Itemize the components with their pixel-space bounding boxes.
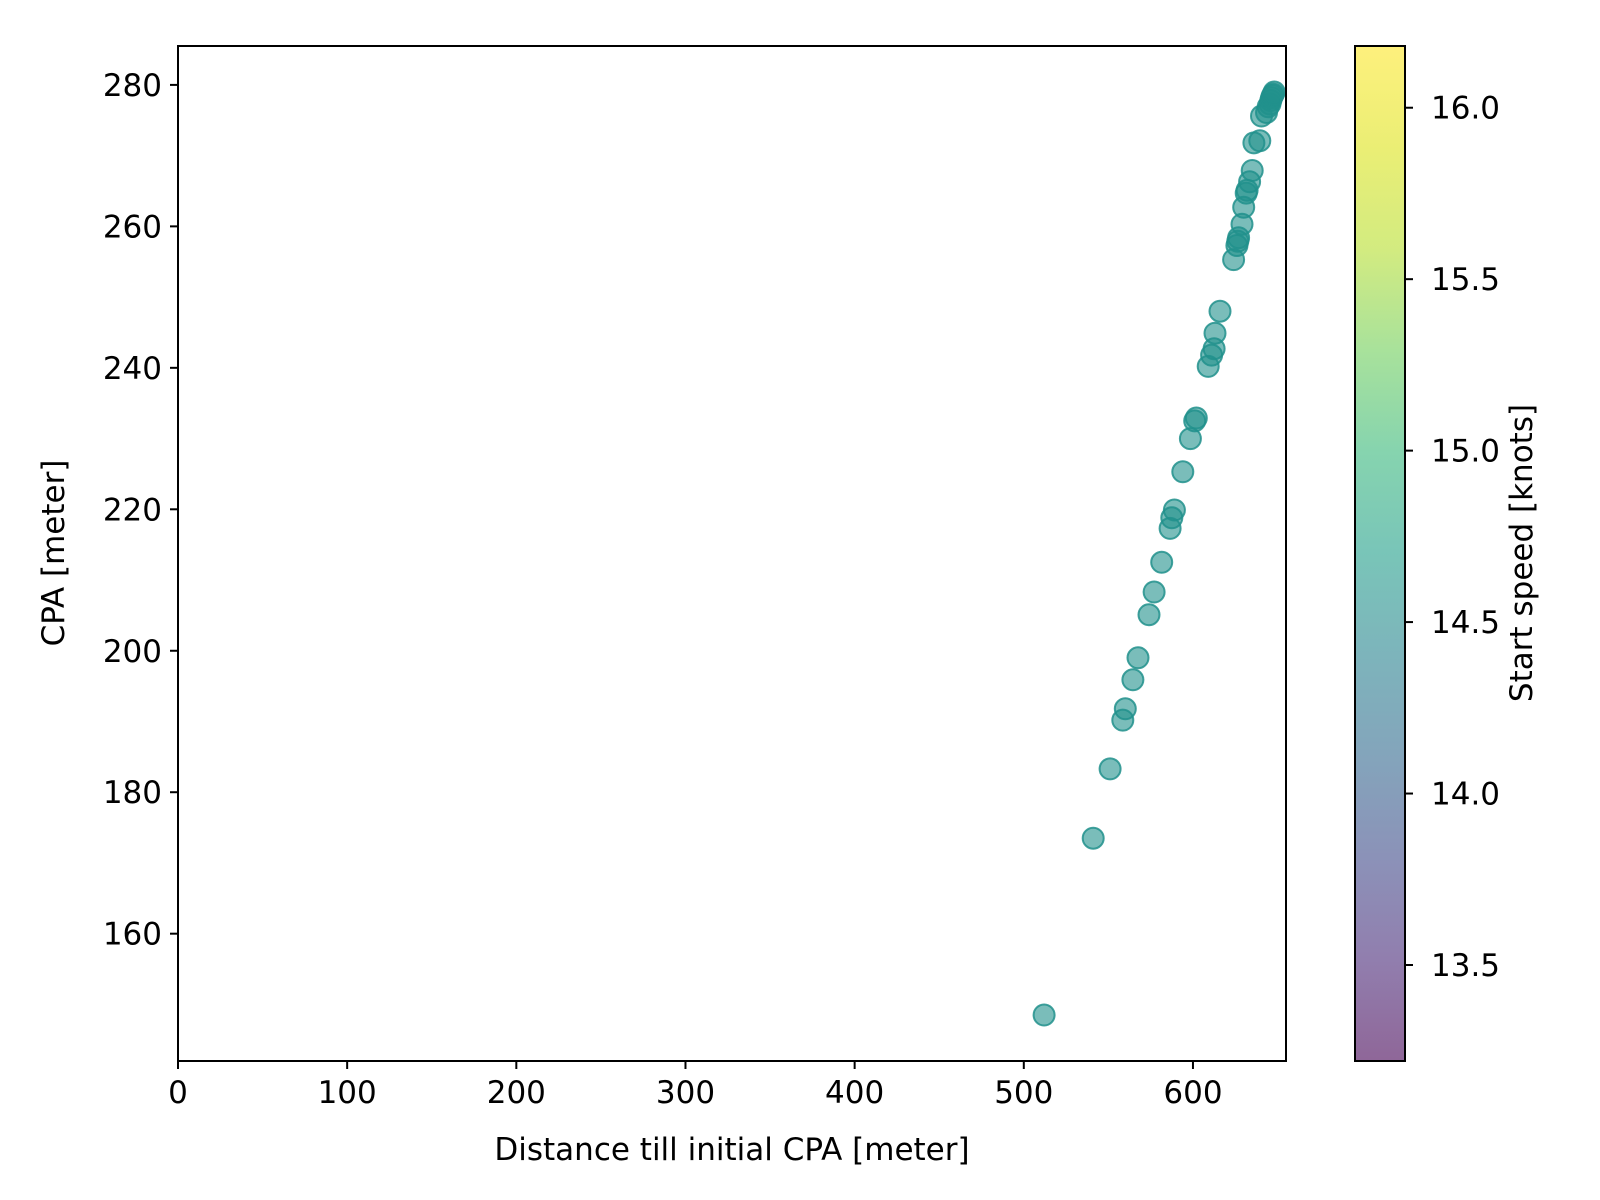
data-point: [1203, 321, 1227, 345]
data-point: [1150, 550, 1174, 574]
data-point: [1208, 299, 1232, 323]
x-axis: 0 100 200 300 400 500 600: [168, 1061, 1223, 1111]
data-point: [1184, 406, 1208, 430]
x-axis-label: Distance till initial CPA [meter]: [494, 1132, 969, 1168]
colorbar: 13.5 14.0 14.5 15.0 15.5 16.0: [1354, 45, 1500, 1062]
colorbar-tick-label: 13.5: [1431, 948, 1500, 984]
data-point: [1032, 1003, 1056, 1027]
data-point: [1098, 757, 1122, 781]
y-tick-label: 260: [103, 209, 162, 245]
y-tick-label: 220: [103, 492, 162, 528]
colorbar-tick-label: 14.5: [1431, 605, 1500, 641]
data-point: [1113, 697, 1137, 721]
x-tick-label: 0: [168, 1075, 188, 1111]
data-point: [1240, 159, 1264, 182]
colorbar-label: Start speed [knots]: [1504, 404, 1540, 702]
y-tick-label: 200: [103, 634, 162, 670]
data-point: [1248, 129, 1272, 153]
plot-frame: [177, 45, 1287, 1062]
data-point: [1162, 498, 1186, 522]
data-point: [1081, 826, 1105, 850]
data-point: [1171, 460, 1195, 484]
x-tick-label: 400: [825, 1075, 884, 1111]
y-tick-label: 180: [103, 775, 162, 811]
y-tick-label: 280: [103, 68, 162, 104]
colorbar-tick-label: 16.0: [1431, 91, 1500, 127]
x-tick-label: 100: [318, 1075, 377, 1111]
y-tick-label: 240: [103, 351, 162, 387]
data-point: [1137, 603, 1161, 627]
colorbar-tick-label: 15.5: [1431, 262, 1500, 298]
data-point: [1262, 80, 1286, 104]
data-point: [1142, 580, 1166, 604]
y-axis: 160 180 200 220 240 260 280: [103, 68, 178, 953]
colorbar-tick-label: 14.0: [1431, 777, 1500, 813]
colorbar-ticks: 13.5 14.0 14.5 15.0 15.5 16.0: [1405, 91, 1500, 984]
x-tick-label: 300: [656, 1075, 715, 1111]
y-tick-label: 160: [103, 917, 162, 953]
colorbar-gradient: [1355, 46, 1405, 1061]
data-point: [1121, 668, 1145, 692]
x-tick-label: 600: [1163, 1075, 1222, 1111]
plot-area: [177, 45, 1287, 1062]
colorbar-tick-label: 15.0: [1431, 434, 1500, 470]
data-point: [1126, 646, 1150, 670]
x-tick-label: 500: [994, 1075, 1053, 1111]
colorbar-frame: [1354, 45, 1406, 1062]
data-points: [1032, 80, 1286, 1027]
plot-background: [178, 46, 1286, 1061]
x-tick-label: 200: [487, 1075, 546, 1111]
y-axis-label: CPA [meter]: [36, 460, 72, 647]
